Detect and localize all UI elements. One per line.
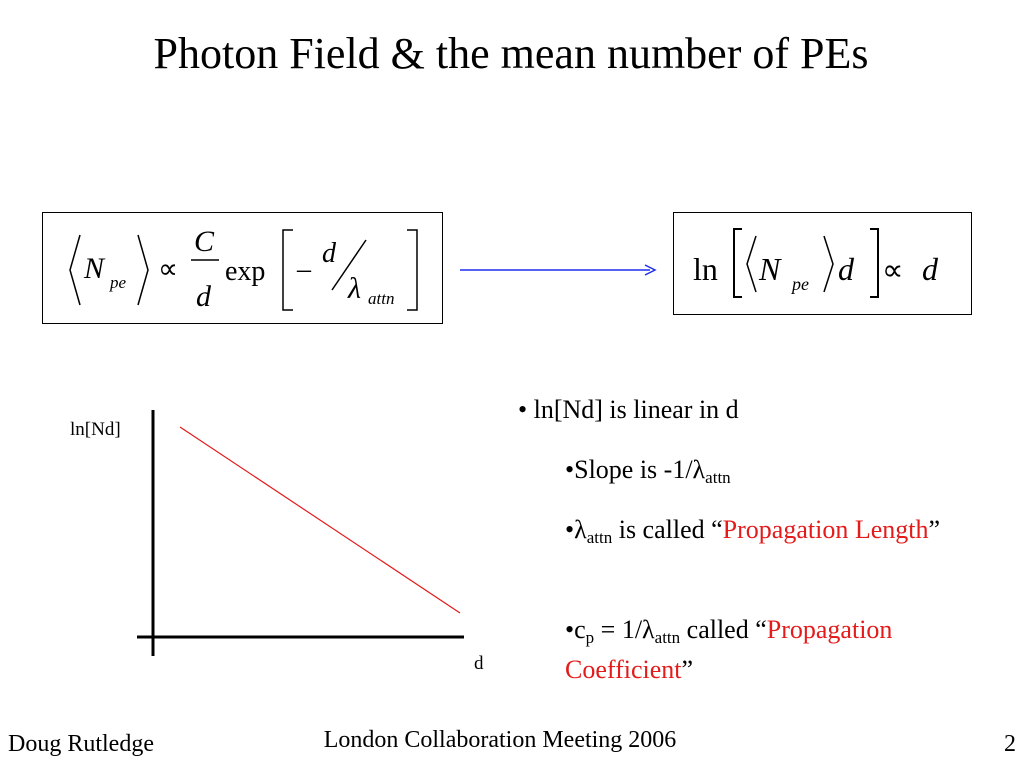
bullet-text: c [574, 615, 586, 644]
bracket [407, 229, 418, 311]
bracket [137, 234, 149, 306]
trend-line [179, 426, 461, 614]
eq-symbol: N [758, 251, 782, 287]
footer-author: Doug Rutledge [8, 731, 154, 757]
eq-symbol: d [838, 251, 855, 287]
subscript: p [585, 628, 595, 647]
page-number: 2 [1004, 731, 1016, 757]
equation-box [42, 212, 443, 324]
bracket [870, 228, 879, 298]
eq-symbol: ∝ [158, 254, 178, 285]
eq-symbol: d [196, 280, 212, 313]
bullet-text: ln[Nd] is linear in d [533, 395, 739, 424]
subscript: attn [705, 468, 731, 487]
slide-title: Photon Field & the mean number of PEs [153, 29, 869, 78]
footer-event: London Collaboration Meeting 2006 [323, 727, 677, 753]
eq-symbol: ln [693, 251, 718, 287]
bullet-text: ” [681, 655, 694, 684]
bullet: Slope is -1/λattn [565, 450, 731, 490]
bullet-text: called “ [686, 615, 767, 644]
eq-symbol: exp [225, 256, 265, 287]
bracket [746, 235, 757, 293]
slash [331, 239, 367, 291]
eq-symbol: N [83, 252, 106, 285]
equation-box [673, 212, 972, 315]
bullet: cp = 1/λattn called “Propagation Coeffic… [565, 610, 985, 690]
bullet: ln[Nd] is linear in d [518, 390, 739, 430]
eq-symbol: d [922, 251, 939, 287]
bullet-text: = 1/λ [600, 615, 655, 644]
y-axis-label: ln[Nd] [70, 419, 121, 440]
eq-symbol: ∝ [882, 254, 903, 287]
bullet: λattn is called “Propagation Length” [565, 510, 985, 550]
bullet-text: is called “ [618, 515, 723, 544]
bullet-text: ” [928, 515, 941, 544]
highlight: Propagation Length [722, 515, 929, 544]
highlight: Propagation Coefficient [565, 615, 893, 684]
eq-subscript: attn [368, 289, 394, 308]
arrow-head [644, 264, 657, 276]
eq-subscript: pe [109, 273, 127, 292]
subscript: attn [654, 628, 681, 647]
bracket [69, 234, 81, 306]
eq-symbol: λ [347, 272, 361, 305]
bullet-text: Slope is -1/λ [574, 455, 706, 484]
x-axis-label: d [474, 653, 484, 674]
bracket [282, 229, 293, 311]
eq-symbol: d [322, 238, 337, 269]
bracket [823, 235, 834, 293]
eq-symbol: – [296, 254, 312, 285]
bracket [733, 228, 742, 298]
eq-subscript: pe [790, 274, 809, 294]
eq-symbol: C [194, 225, 215, 258]
bullet-text: λ [574, 515, 587, 544]
subscript: attn [586, 528, 613, 547]
